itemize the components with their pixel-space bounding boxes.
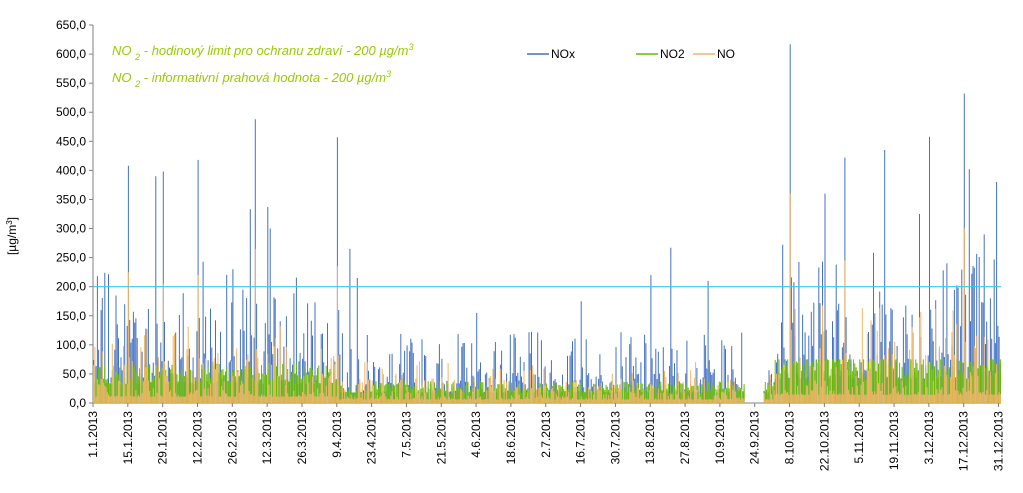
y-tick-label: 150,0 bbox=[56, 309, 86, 323]
x-axis: 1.1.2013 15.1.2013 29.1.2013 12.2.2013 26.2.… bbox=[86, 402, 1006, 471]
x-tick-label: 17.12.2013 bbox=[957, 411, 971, 471]
x-tick-label: 12.3.2013 bbox=[260, 411, 274, 465]
series-no bbox=[93, 193, 1001, 403]
x-tick-label: 26.3.2013 bbox=[295, 411, 309, 465]
legend-label-no: NO bbox=[717, 47, 735, 61]
x-tick-label: 12.2.2013 bbox=[190, 411, 204, 465]
legend: NOx NO2 NO bbox=[527, 47, 735, 61]
y-tick-label: 500,0 bbox=[56, 105, 86, 119]
y-tick-label: 350,0 bbox=[56, 192, 86, 206]
x-tick-label: 23.4.2013 bbox=[365, 411, 379, 465]
y-tick-label: 450,0 bbox=[56, 134, 86, 148]
x-tick-label: 15.1.2013 bbox=[121, 411, 135, 465]
x-tick-label: 27.8.2013 bbox=[678, 411, 692, 465]
y-tick-label: 650,0 bbox=[56, 18, 86, 32]
y-axis: 0,0 50,0 100,0 150,0 200,0 250,0 300,0 350,0 400… bbox=[56, 18, 94, 410]
x-tick-label: 7.5.2013 bbox=[399, 411, 413, 458]
x-tick-label: 24.9.2013 bbox=[748, 411, 762, 465]
x-tick-label: 3.12.2013 bbox=[922, 411, 936, 465]
x-tick-label: 19.11.2013 bbox=[887, 411, 901, 470]
y-axis-label: [µg/m3] bbox=[5, 217, 20, 255]
y-tick-label: 600,0 bbox=[56, 47, 86, 61]
series-nox bbox=[93, 44, 1001, 403]
x-tick-label: 26.2.2013 bbox=[225, 411, 239, 465]
annotations: NO 2 - hodinový limit pro ochranu zdraví… bbox=[112, 42, 413, 89]
x-tick-label: 30.7.2013 bbox=[608, 411, 622, 465]
x-tick-label: 1.1.2013 bbox=[86, 411, 100, 458]
x-tick-label: 13.8.2013 bbox=[643, 411, 657, 465]
y-tick-label: 200,0 bbox=[56, 280, 86, 294]
x-tick-label: 29.1.2013 bbox=[156, 411, 170, 465]
x-tick-label: 8.10.2013 bbox=[783, 411, 797, 465]
y-tick-label: 550,0 bbox=[56, 76, 86, 90]
x-tick-label: 16.7.2013 bbox=[574, 411, 588, 465]
x-tick-label: 4.6.2013 bbox=[469, 411, 483, 458]
y-tick-label: 250,0 bbox=[56, 251, 86, 265]
x-tick-label: 31.12.2013 bbox=[992, 411, 1006, 471]
y-tick-label: 50,0 bbox=[63, 367, 87, 381]
x-tick-label: 2.7.2013 bbox=[539, 411, 553, 458]
y-tick-label: 400,0 bbox=[56, 163, 86, 177]
x-tick-label: 10.9.2013 bbox=[713, 411, 727, 465]
plot-area bbox=[93, 44, 1001, 403]
legend-label-nox: NOx bbox=[551, 47, 575, 61]
y-tick-label: 0,0 bbox=[69, 396, 86, 410]
x-tick-label: 22.10.2013 bbox=[817, 411, 831, 471]
legend-label-no2: NO2 bbox=[660, 47, 685, 61]
annotation-2: NO 2 - informativní prahová hodnota - 20… bbox=[112, 69, 391, 89]
x-tick-label: 21.5.2013 bbox=[434, 411, 448, 465]
x-tick-label: 18.6.2013 bbox=[504, 411, 518, 465]
y-tick-label: 100,0 bbox=[56, 338, 86, 352]
annotation-1: NO 2 - hodinový limit pro ochranu zdraví… bbox=[112, 42, 413, 62]
x-tick-label: 5.11.2013 bbox=[852, 411, 866, 464]
x-tick-label: 9.4.2013 bbox=[330, 411, 344, 458]
y-tick-label: 300,0 bbox=[56, 222, 86, 236]
